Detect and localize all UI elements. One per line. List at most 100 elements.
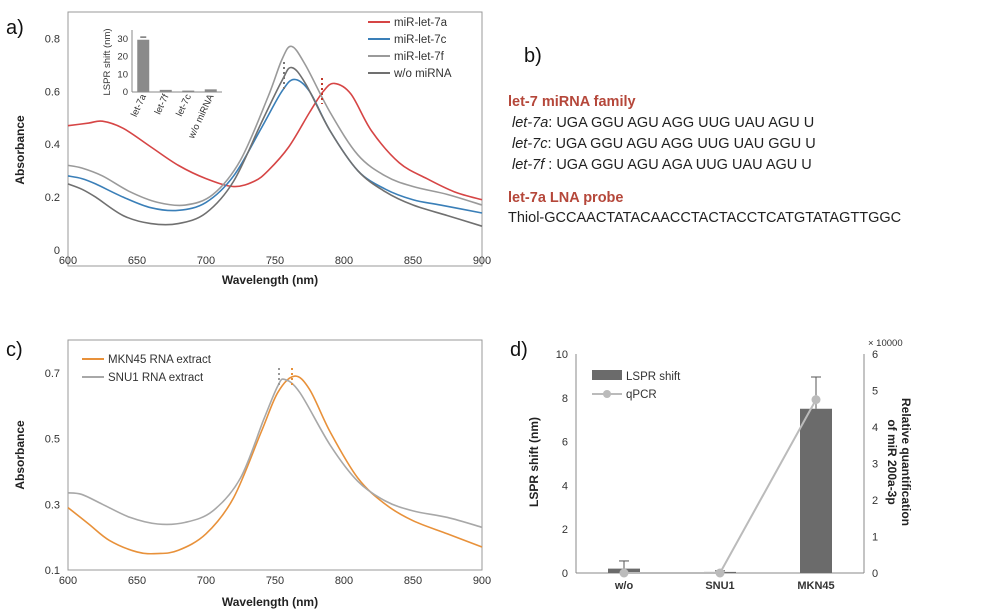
x-tick-label: 900 — [473, 255, 491, 267]
sequence-name: let-7a — [512, 115, 548, 131]
y2-tick-label: 6 — [872, 349, 878, 361]
inset-bar — [204, 89, 217, 92]
y2-axis-title: Relative quantificationof miR 200a-3p — [885, 398, 913, 526]
panel-c-label: c) — [6, 339, 23, 361]
inset-y-tick-label: 0 — [123, 87, 128, 98]
inset-y-tick-label: 30 — [117, 34, 128, 45]
x-axis: w/o SNU1 MKN45 — [614, 580, 835, 592]
series-line — [67, 45, 483, 207]
inset-x-tick-label: let-7c — [174, 92, 194, 118]
series-line — [67, 66, 483, 227]
legend-item-let-7c: miR-let-7c — [368, 34, 447, 46]
series-line — [67, 78, 483, 214]
legend-item-lspr: LSPR shift — [592, 370, 681, 383]
y-tick-label: 0.5 — [45, 434, 60, 446]
series-line — [67, 82, 483, 201]
y-tick-label: 0.1 — [45, 565, 60, 577]
legend-item-wo-mirna: w/o miRNA — [368, 68, 452, 80]
legend-item-let-7a: miR-let-7a — [368, 17, 448, 29]
y-tick-label: 0 — [54, 245, 60, 257]
x-tick-label: 750 — [266, 575, 284, 587]
x-tick-label: MKN45 — [797, 580, 834, 592]
x-axis: 600 650 700 750 800 850 900 — [59, 255, 491, 267]
peak-markers — [278, 368, 293, 386]
inset-y-title: LSPR shift (nm) — [102, 28, 113, 95]
y-tick-label: 4 — [562, 480, 568, 492]
x-axis-title: Wavelength (nm) — [222, 273, 318, 287]
y-tick-label: 0 — [562, 568, 568, 580]
legend-item-let-7f: miR-let-7f — [368, 51, 445, 63]
x-tick-label: 750 — [266, 255, 284, 267]
y-tick-label: 0.6 — [45, 86, 60, 98]
x-tick-label: 600 — [59, 255, 77, 267]
inset-bars — [137, 36, 217, 92]
y2-tick-label: 4 — [872, 422, 878, 434]
y2-tick-label: 2 — [872, 495, 878, 507]
inset-x-axis: let-7a let-7f let-7cw/o miRNA — [129, 92, 217, 141]
x-tick-label: 650 — [128, 255, 146, 267]
bars — [608, 376, 832, 573]
legend-item-snu1: SNU1 RNA extract — [82, 372, 204, 384]
x-tick-label: 600 — [59, 575, 77, 587]
y2-tick-label: 1 — [872, 532, 878, 544]
qpcr-series-line — [624, 399, 817, 574]
y-axis-title: Absorbance — [13, 420, 27, 490]
panel-b-text: b) let-7 miRNA family let-7a: UGA GGU AG… — [508, 45, 901, 226]
panel-a-chart: a) 0 0.2 0.4 0.6 0.8 600 650 700 750 800 850 900 W… — [6, 11, 491, 287]
inset-bar — [182, 90, 195, 92]
inset-x-tick-label: let-7a — [129, 92, 149, 119]
qpcr-line — [619, 395, 821, 578]
y-tick-label: 2 — [562, 524, 568, 536]
x-axis-title: Wavelength (nm) — [222, 595, 318, 609]
panel-b-label: b) — [524, 45, 542, 67]
y-axis-title: LSPR shift (nm) — [527, 417, 541, 507]
qpcr-point — [715, 568, 725, 578]
y-axis-title: Absorbance — [13, 115, 27, 185]
legend: MKN45 RNA extract SNU1 RNA extract — [82, 354, 212, 384]
inset-bar — [137, 39, 150, 92]
sequence-value: : UGA GGU AGU AGG UUG UAU GGU U — [547, 136, 815, 152]
inset-y-tick-label: 10 — [117, 69, 128, 80]
sequence-value: : UGA GGU AGU AGG UUG UAU AGU U — [548, 115, 814, 131]
y-tick-label: 0.4 — [45, 139, 60, 151]
series-line — [67, 375, 483, 555]
panel-d-label: d) — [510, 339, 528, 361]
panel-c-chart: c) 0.1 0.3 0.5 0.7 600 650 700 750 800 850 900 Wa… — [6, 339, 491, 609]
x-tick-label: w/o — [614, 580, 634, 592]
legend-label: miR-let-7c — [394, 34, 447, 46]
x-tick-label: 900 — [473, 575, 491, 587]
x-tick-label: 800 — [335, 575, 353, 587]
x-axis: 600 650 700 750 800 850 900 — [59, 575, 491, 587]
inset-bar-chart: 0 10 20 30 let-7a let-7f let-7cw/o miRNA LSPR… — [102, 28, 222, 141]
plot-frame — [67, 11, 483, 267]
y-tick-label: 0.3 — [45, 499, 60, 511]
y2-axis: 0 1 2 3 4 5 6 — [872, 349, 878, 580]
x-tick-label: 650 — [128, 575, 146, 587]
legend-label: qPCR — [626, 389, 657, 401]
inset-y-tick-label: 20 — [117, 52, 128, 63]
y-tick-label: 0.2 — [45, 192, 60, 204]
y-tick-label: 6 — [562, 437, 568, 449]
sequence-name: let-7c — [512, 136, 548, 152]
qpcr-point — [811, 395, 821, 405]
inset-x-tick-label: let-7f — [153, 92, 172, 116]
y-tick-label: 0.8 — [45, 33, 60, 45]
legend-label: MKN45 RNA extract — [108, 354, 212, 366]
probe-sequence: Thiol-GCCAACTATACAACCTACTACCTCATGTATAGTT… — [508, 210, 901, 226]
sequence-name: let-7f — [512, 157, 546, 173]
y2-multiplier: × 10000 — [868, 338, 903, 349]
series-lines — [67, 375, 483, 555]
inset-bar — [159, 89, 172, 92]
legend-label: w/o miRNA — [393, 68, 452, 80]
panel-a-label: a) — [6, 17, 24, 39]
panel-d-chart: d) 0 2 4 6 8 10 0 1 2 3 4 5 6 w/o SNU1 MKN45 LSPR shi… — [510, 338, 913, 592]
qpcr-point — [619, 568, 629, 578]
series-lines — [67, 45, 483, 227]
family-title: let-7 miRNA family — [508, 94, 636, 110]
y-tick-label: 0.7 — [45, 368, 60, 380]
legend-label: miR-let-7f — [394, 51, 445, 63]
y-axis: 0.1 0.3 0.5 0.7 — [45, 368, 60, 577]
y-tick-label: 8 — [562, 393, 568, 405]
x-tick-label: SNU1 — [705, 580, 734, 592]
